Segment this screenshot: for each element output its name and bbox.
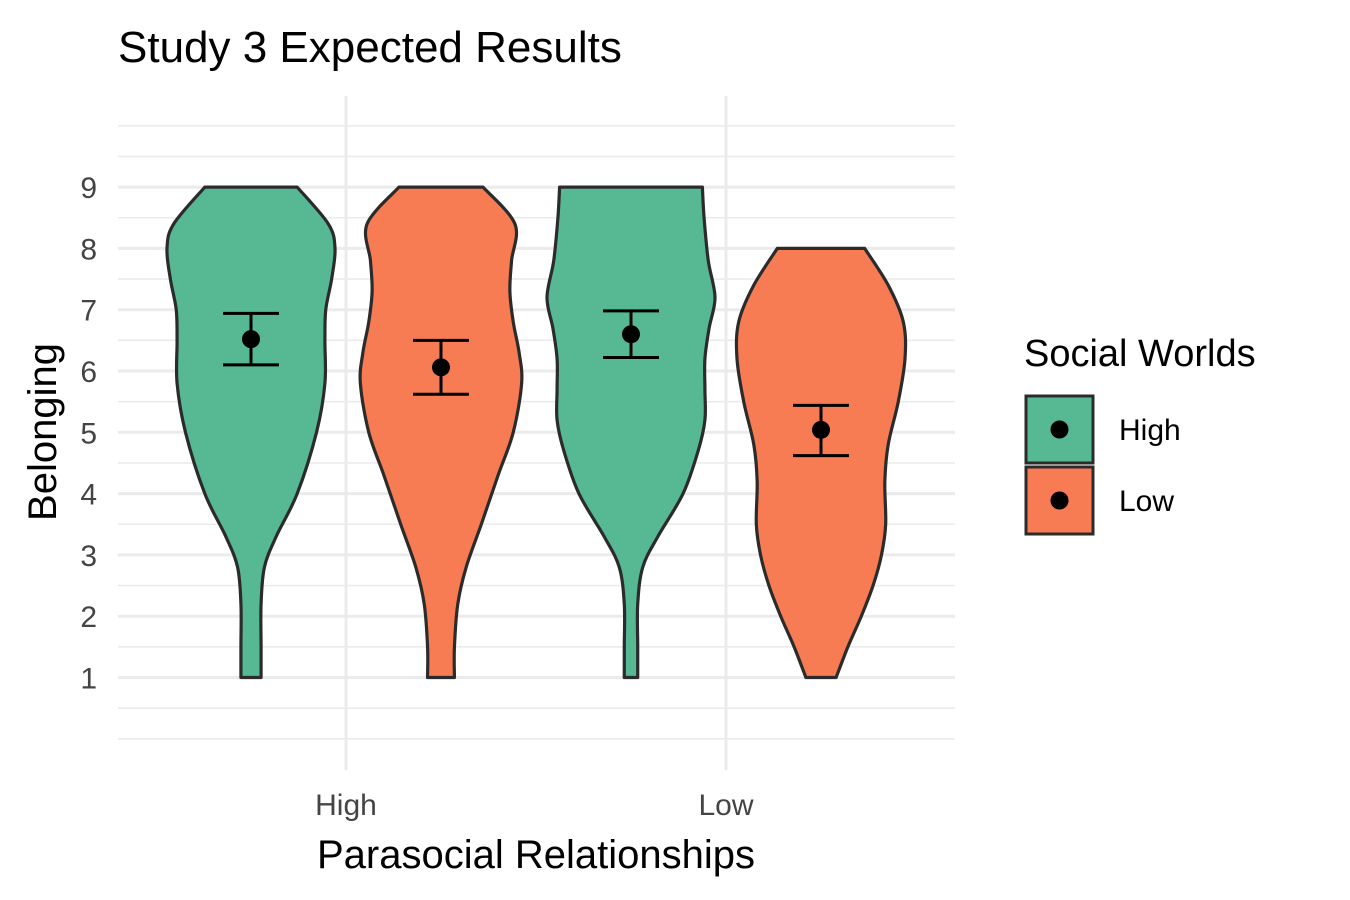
y-tick-label: 8 bbox=[80, 233, 97, 266]
violin-low-low bbox=[734, 246, 908, 680]
mean-point bbox=[622, 325, 640, 344]
legend-label: High bbox=[1119, 414, 1181, 447]
violin-high-high bbox=[165, 185, 337, 680]
y-tick-label: 7 bbox=[80, 295, 97, 328]
x-axis-ticks: High Low bbox=[315, 789, 754, 822]
mean-point bbox=[812, 420, 830, 439]
y-tick-label: 2 bbox=[80, 601, 97, 634]
x-tick-label: Low bbox=[698, 789, 753, 822]
y-tick-label: 9 bbox=[80, 172, 97, 205]
error-bars bbox=[223, 309, 849, 458]
legend-label: Low bbox=[1119, 485, 1174, 518]
mean-point bbox=[432, 358, 450, 377]
legend-key-point bbox=[1050, 491, 1069, 510]
legend-key-point bbox=[1050, 420, 1069, 439]
mean-point bbox=[242, 330, 260, 349]
y-tick-label: 3 bbox=[80, 540, 97, 573]
x-tick-label: High bbox=[315, 789, 377, 822]
y-tick-label: 5 bbox=[80, 417, 97, 450]
violin-low-high bbox=[358, 185, 524, 680]
y-axis-title: Belonging bbox=[21, 343, 65, 521]
legend-title: Social Worlds bbox=[1024, 333, 1256, 375]
y-tick-label: 6 bbox=[80, 356, 97, 389]
legend: Social Worlds High Low bbox=[1024, 333, 1256, 536]
chart-title: Study 3 Expected Results bbox=[118, 23, 622, 72]
y-tick-label: 4 bbox=[80, 479, 97, 512]
violin-high-low bbox=[545, 185, 717, 680]
x-axis-title: Parasocial Relationships bbox=[317, 833, 755, 877]
y-axis-ticks: 1 2 3 4 5 6 7 8 9 bbox=[80, 172, 97, 695]
violins bbox=[165, 185, 908, 680]
y-tick-label: 1 bbox=[80, 663, 97, 696]
